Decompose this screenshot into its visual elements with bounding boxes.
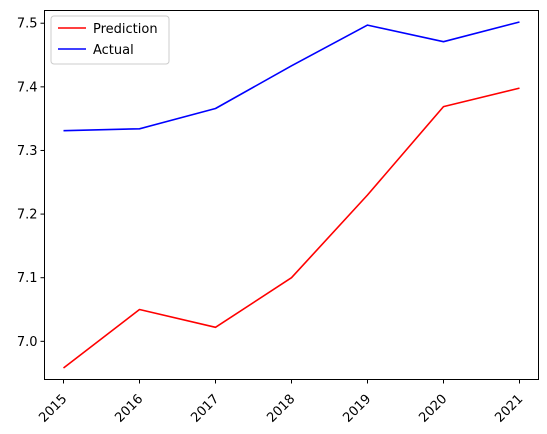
plot-area: 2015 2016 2017 2018 2019 2020 2021 7.07.17.27.… [17,10,539,426]
y-tick-label: 7.2 [17,208,38,223]
x-tick-label: 2016 [112,392,146,426]
y-tick-label: 7.5 [17,17,38,32]
x-tick-label: 2019 [340,392,374,426]
legend-label-actual: Actual [93,43,134,58]
y-tick-label: 7.1 [17,271,38,286]
series-line-actual [63,21,520,132]
y-tick-label: 7.3 [17,144,38,159]
x-tick-label: 2018 [264,392,298,426]
x-tick-label: 2020 [416,392,450,426]
series-layer [63,21,520,369]
x-tick-label: 2017 [188,392,222,426]
series-line-prediction [63,87,520,369]
legend-label-prediction: Prediction [93,22,158,37]
y-tick-label: 7.0 [17,335,38,350]
legend: Prediction Actual [50,15,170,65]
x-tick-label: 2015 [36,392,70,426]
y-axis: 7.0 7.1 7.2 7.3 7.4 7.5 [17,17,45,350]
x-axis: 2015 2016 2017 2018 2019 2020 2021 [36,379,526,426]
y-tick-label: 7.4 [17,80,38,95]
x-tick-label: 2021 [492,392,526,426]
